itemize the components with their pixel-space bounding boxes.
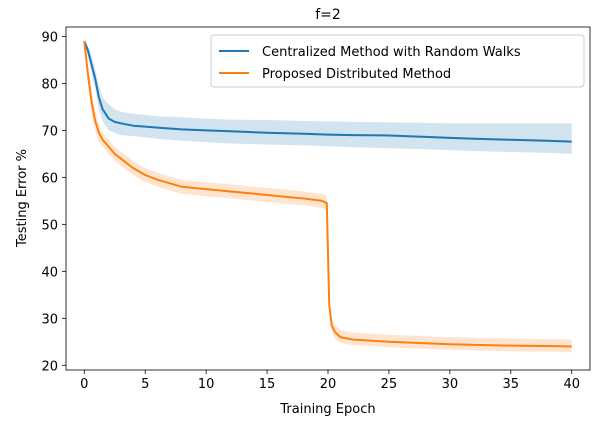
y-tick-label: 20: [41, 359, 58, 374]
legend-label-distributed: Proposed Distributed Method: [262, 67, 451, 82]
x-axis-label: Training Epoch: [279, 402, 375, 417]
x-tick-label: 40: [563, 377, 580, 392]
band-distributed: [84, 41, 572, 353]
x-tick-label: 35: [503, 377, 520, 392]
x-tick-label: 0: [80, 377, 88, 392]
series-line-centralized: [83, 40, 572, 143]
y-tick-label: 60: [41, 171, 58, 186]
y-tick-label: 90: [41, 30, 58, 45]
x-tick-label: 15: [259, 377, 276, 392]
y-tick-label: 80: [41, 77, 58, 92]
y-tick-label: 40: [41, 265, 58, 280]
chart-title: f=2: [315, 7, 341, 23]
x-tick-label: 10: [198, 377, 215, 392]
y-tick-label: 30: [41, 312, 58, 327]
x-axis-ticks: 0 5 10 15 20 25 30 35 40: [80, 370, 580, 392]
band-centralized: [84, 41, 572, 154]
x-tick-label: 30: [442, 377, 459, 392]
series-lines: [83, 40, 572, 348]
confidence-bands: [84, 41, 572, 353]
x-tick-label: 25: [381, 377, 398, 392]
legend-box: [210, 34, 585, 88]
y-tick-label: 70: [41, 124, 58, 139]
y-axis-label: Testing Error %: [15, 149, 30, 248]
x-tick-label: 20: [320, 377, 337, 392]
legend: Centralized Method with Random Walks Pro…: [210, 34, 585, 88]
y-tick-label: 50: [41, 218, 58, 233]
legend-label-centralized: Centralized Method with Random Walks: [262, 45, 521, 60]
x-tick-label: 5: [141, 377, 149, 392]
y-axis-ticks: 20 30 40 50 60 70 80 90: [41, 30, 66, 374]
series-line-distributed: [83, 40, 572, 348]
